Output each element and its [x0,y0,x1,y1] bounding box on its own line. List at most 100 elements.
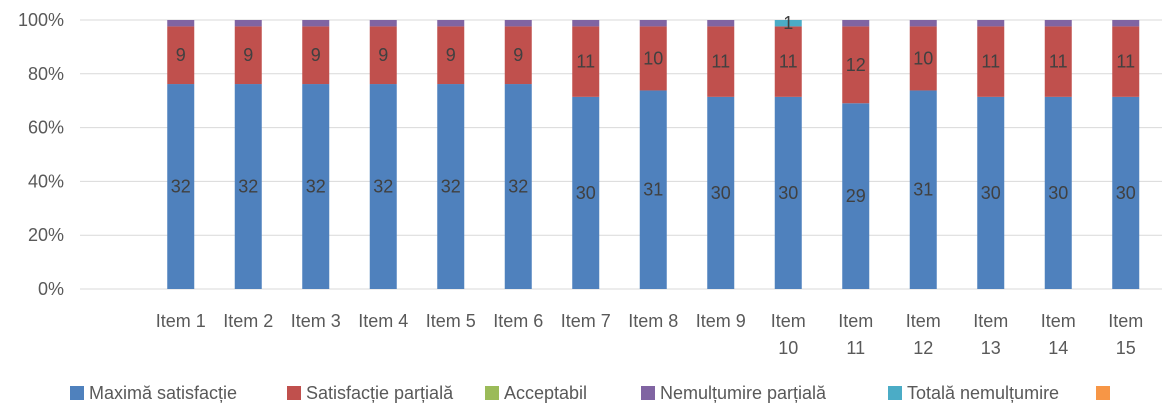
bar-segment [504,20,532,27]
bar-segment [639,26,667,91]
data-label: 30 [1116,183,1136,203]
bar-segment [167,26,195,85]
bar-segment [909,26,937,91]
legend-swatch [641,386,655,400]
x-tick-label: Item 2 [223,311,273,331]
bar-segment [369,20,397,27]
data-label: 32 [373,177,393,197]
bar-segment [1112,20,1140,27]
bar-segment [707,20,735,27]
x-tick-label: Item 8 [628,311,678,331]
legend-swatch [1096,386,1110,400]
bar-segment [167,84,195,289]
bar-segment [369,26,397,85]
bar-segment [774,20,802,27]
data-label: 32 [306,177,326,197]
bar-segment [1044,26,1072,97]
legend-label: Satisfacție parțială [306,383,454,403]
x-tick-label: Item 4 [358,311,408,331]
bar-segment [1044,20,1072,27]
bar-segment [1112,26,1140,97]
data-label: 9 [513,45,523,65]
legend-swatch [70,386,84,400]
data-label: 12 [846,55,866,75]
bar-segment [437,20,465,27]
data-label: 32 [441,177,461,197]
data-label: 9 [378,45,388,65]
data-label: 11 [981,52,1000,72]
data-label: 9 [176,45,186,65]
bar-segment [504,26,532,85]
bar-segment [302,84,330,289]
data-label: 29 [846,186,866,206]
legend-swatch [888,386,902,400]
data-label: 10 [913,48,933,68]
bar-segment [504,84,532,289]
data-label: 32 [508,177,528,197]
data-label: 11 [576,52,595,72]
y-tick-label: 60% [28,118,64,138]
data-label: 10 [643,48,663,68]
bars: 3293293293293293293011311030113011129123… [167,13,1140,289]
bar-segment [774,96,802,289]
legend-label: Maximă satisfacție [89,383,237,403]
legend-label: Nemulțumire parțială [660,383,827,403]
y-tick-label: 100% [18,10,64,30]
data-label: 9 [243,45,253,65]
bar-segment [302,20,330,27]
data-label: 32 [171,177,191,197]
bar-segment [437,26,465,85]
data-label: 32 [238,177,258,197]
bar-segment [1044,96,1072,289]
data-label: 11 [779,52,798,72]
legend-swatch [485,386,499,400]
data-label: 30 [711,183,731,203]
data-label: 30 [981,183,1001,203]
x-tick-label: Item 13 [973,311,1008,358]
data-label: 30 [1048,183,1068,203]
bar-segment [437,84,465,289]
bar-segment [774,26,802,97]
legend: Maximă satisfacție Satisfacție parțială Ac… [70,383,1110,403]
bar-segment [977,20,1005,27]
x-tick-label: Item 6 [493,311,543,331]
bar-segment [1112,96,1140,289]
bar-segment [234,20,262,27]
data-label: 1 [783,13,793,33]
bar-segment [909,90,937,289]
bar-segment [572,96,600,289]
data-label: 9 [311,45,321,65]
x-axis-category-labels: Item 1 Item 2 Item 3 Item 4 Item 5 Item 6 Item… [156,311,1144,358]
x-tick-label: Item 14 [1041,311,1076,358]
bar-segment [707,96,735,289]
data-label: 30 [778,183,798,203]
y-tick-label: 20% [28,225,64,245]
data-label: 30 [576,183,596,203]
bar-segment [842,26,870,104]
bar-segment [369,84,397,289]
bar-segment [639,20,667,27]
legend-swatch [287,386,301,400]
bar-segment [167,20,195,27]
y-axis-tick-labels: 0% 20% 40% 60% 80% 100% [18,10,64,299]
bar-segment [909,20,937,27]
x-tick-label: Item 11 [838,311,873,358]
data-label: 31 [913,180,933,200]
x-tick-label: Item 7 [561,311,611,331]
bar-segment [842,103,870,289]
data-label: 11 [711,52,730,72]
legend-label: Totală nemulțumire [907,383,1059,403]
x-tick-label: Item 10 [771,311,806,358]
legend-label: Acceptabil [504,383,587,403]
x-tick-label: Item 5 [426,311,476,331]
bar-segment [234,26,262,85]
x-tick-label: Item 15 [1108,311,1143,358]
x-tick-label: Item 1 [156,311,206,331]
bar-segment [639,90,667,289]
bar-segment [977,96,1005,289]
x-tick-label: Item 3 [291,311,341,331]
data-label: 31 [643,180,663,200]
y-tick-label: 40% [28,171,64,191]
data-label: 9 [446,45,456,65]
